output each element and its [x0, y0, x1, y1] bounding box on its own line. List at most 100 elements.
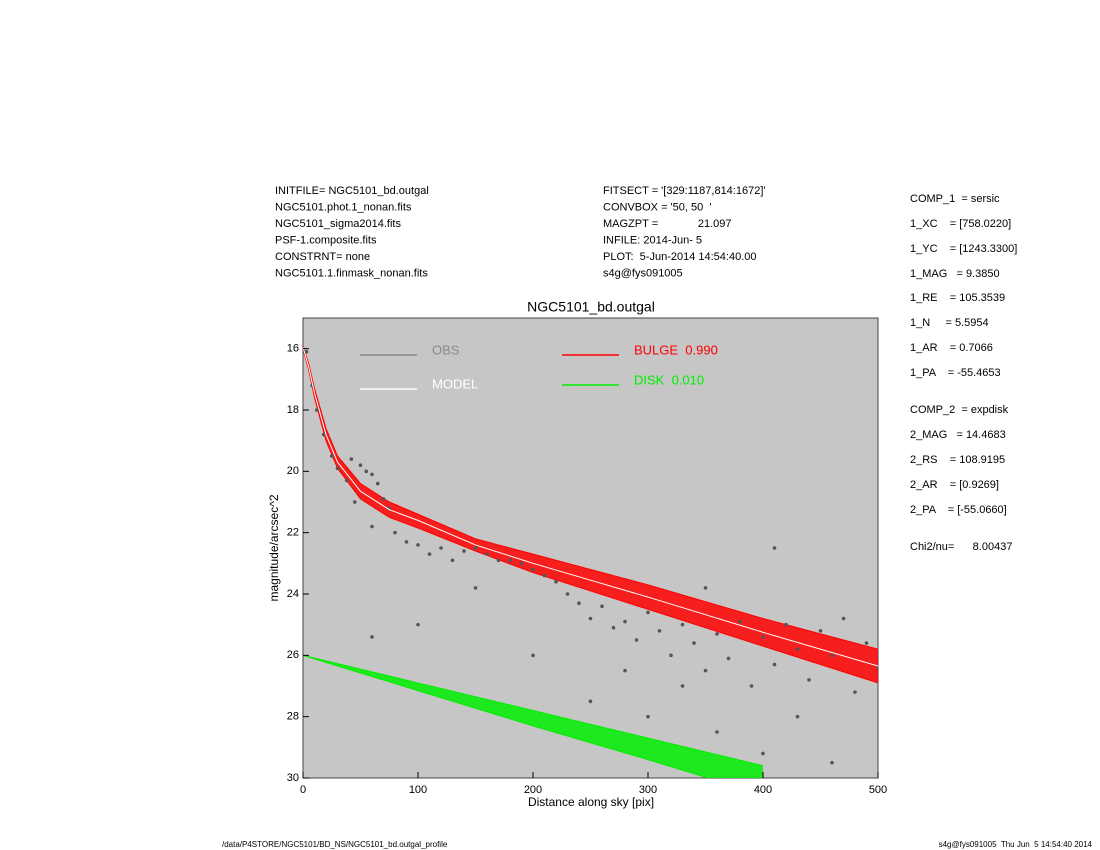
obs-point: [588, 699, 593, 704]
obs-point: [496, 558, 501, 563]
obs-point: [349, 457, 354, 461]
obs-point: [715, 632, 719, 636]
obs-point: [519, 561, 524, 566]
obs-point: [726, 656, 731, 661]
header-line: NGC5101.phot.1_nonan.fits: [275, 201, 412, 213]
header-line: FITSECT = '[329:1187,814:1672]': [603, 185, 765, 197]
fit-parameter: 1_YC = [1243.3300]: [910, 243, 1017, 255]
fit-parameter: 1_PA = -55.4653: [910, 367, 1001, 379]
obs-point: [588, 616, 593, 621]
header-line: MAGZPT = 21.097: [603, 218, 732, 230]
obs-point: [370, 635, 374, 639]
obs-point: [404, 540, 409, 544]
obs-point: [321, 432, 326, 437]
obs-point: [315, 408, 319, 412]
fit-parameter: 1_MAG = 9.3850: [910, 268, 1000, 280]
fit-parameter: 1_N = 5.5954: [910, 317, 989, 329]
obs-point: [358, 463, 363, 468]
header-line: INITFILE= NGC5101_bd.outgal: [275, 185, 429, 197]
obs-point: [784, 622, 788, 627]
footer-stamp: s4g@fys091005 Thu Jun 5 14:54:40 2014: [939, 840, 1093, 849]
header-line: NGC5101.1.finmask_nonan.fits: [275, 267, 428, 279]
obs-point: [795, 647, 800, 651]
x-tick-label: 0: [300, 784, 306, 796]
band-lower: [303, 654, 710, 778]
obs-point: [416, 622, 420, 627]
fit-parameter: 1_XC = [758.0220]: [910, 218, 1011, 230]
y-tick-label: 16: [287, 343, 299, 355]
legend-label: BULGE 0.990: [634, 342, 718, 357]
plot-content: [303, 345, 878, 778]
y-tick-label: 28: [287, 711, 299, 723]
header-line: PLOT: 5-Jun-2014 14:54:40.00: [603, 251, 757, 263]
plot-area: [302, 317, 879, 779]
obs-point: [623, 619, 627, 624]
obs-point: [853, 690, 857, 694]
obs-point: [841, 616, 846, 621]
fit-parameter: 2_MAG = 14.4683: [910, 429, 1006, 441]
obs-point: [473, 546, 478, 550]
obs-point: [692, 641, 696, 645]
fit-parameter: Chi2/nu= 8.00437: [910, 541, 1012, 553]
fit-parameter: 2_RS = 108.9195: [910, 454, 1005, 466]
obs-point: [554, 579, 558, 584]
x-axis-label: Distance along sky [pix]: [528, 795, 654, 809]
fit-parameter: COMP_2 = expdisk: [910, 404, 1009, 416]
obs-point: [370, 524, 374, 529]
obs-point: [738, 619, 742, 624]
obs-point: [531, 567, 535, 572]
obs-point: [646, 610, 650, 615]
obs-point: [795, 714, 800, 719]
obs-point: [761, 635, 765, 639]
obs-point: [565, 592, 570, 596]
obs-point: [669, 653, 673, 658]
band-lower: [303, 348, 878, 684]
header-line: NGC5101_sigma2014.fits: [275, 218, 401, 230]
footer-path: /data/P4STORE/NGC5101/BD_NS/NGC5101_bd.o…: [222, 840, 448, 849]
y-tick-label: 30: [287, 772, 299, 784]
obs-point: [864, 641, 869, 645]
obs-point: [680, 684, 685, 688]
obs-point: [542, 573, 547, 578]
legend-label: OBS: [432, 342, 460, 357]
obs-point: [439, 546, 443, 550]
obs-point: [304, 349, 309, 354]
obs-point: [749, 684, 754, 688]
obs-point: [427, 552, 432, 556]
obs-point: [703, 586, 708, 590]
obs-point: [381, 497, 386, 501]
obs-point: [646, 714, 650, 719]
y-axis-label: magnitude/arcsec^2: [267, 494, 281, 601]
obs-point: [352, 500, 357, 504]
model-line: [303, 346, 878, 667]
x-tick-label: 300: [639, 784, 657, 796]
obs-point: [577, 601, 581, 605]
x-tick-label: 400: [754, 784, 772, 796]
x-tick-label: 100: [409, 784, 427, 796]
obs-point: [473, 586, 478, 590]
band-upper: [303, 345, 878, 650]
obs-point: [657, 629, 662, 633]
obs-point: [634, 638, 639, 642]
header-line: s4g@fys091005: [603, 267, 683, 279]
obs-point: [600, 604, 604, 609]
model-band: [303, 655, 763, 778]
obs-point: [416, 543, 420, 547]
x-tick-label: 200: [524, 784, 542, 796]
obs-point: [807, 678, 811, 682]
y-tick-label: 22: [287, 527, 299, 539]
obs-point: [680, 622, 685, 627]
band-upper: [303, 654, 764, 767]
x-tick-label: 500: [869, 784, 887, 796]
obs-point: [508, 558, 512, 563]
header-line: CONSTRNT= none: [275, 251, 370, 263]
header-line: PSF-1.composite.fits: [275, 234, 377, 246]
obs-point: [450, 558, 455, 563]
obs-point: [485, 552, 489, 556]
obs-point: [393, 530, 397, 535]
header-line: INFILE: 2014-Jun- 5: [603, 234, 702, 246]
obs-point: [703, 668, 708, 673]
obs-point: [329, 454, 334, 458]
fit-parameter: 1_RE = 105.3539: [910, 292, 1005, 304]
fit-parameter: 2_PA = [-55.0660]: [910, 504, 1007, 516]
